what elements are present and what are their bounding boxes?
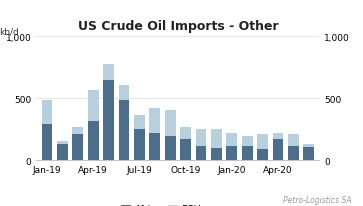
Bar (88, 121, 99, 161)
Bar (257, 149, 268, 161)
Bar (150, 133, 160, 161)
Bar (103, 64, 114, 80)
Bar (242, 146, 253, 161)
Bar (242, 137, 253, 146)
Bar (165, 136, 176, 161)
Bar (134, 130, 145, 161)
Bar (73, 127, 83, 135)
Bar (273, 140, 283, 161)
Bar (273, 133, 283, 140)
Bar (88, 90, 99, 121)
Bar (150, 109, 160, 133)
Bar (257, 134, 268, 149)
Text: Petro-Logistics SA: Petro-Logistics SA (284, 195, 352, 204)
Bar (73, 135, 83, 161)
Bar (196, 146, 206, 161)
Bar (42, 125, 53, 161)
Bar (119, 85, 129, 100)
Bar (180, 140, 191, 161)
Bar (288, 146, 299, 161)
Bar (303, 145, 314, 147)
Bar (180, 127, 191, 140)
Bar (103, 80, 114, 161)
Legend: Africa, FSU: Africa, FSU (117, 200, 204, 206)
Bar (227, 133, 237, 146)
Title: US Crude Oil Imports - Other: US Crude Oil Imports - Other (78, 20, 278, 33)
Bar (134, 116, 145, 130)
Bar (42, 100, 53, 125)
Bar (227, 146, 237, 161)
Bar (211, 130, 222, 148)
Bar (196, 130, 206, 146)
Bar (165, 110, 176, 136)
Bar (57, 141, 68, 145)
Bar (57, 145, 68, 161)
Bar (288, 134, 299, 146)
Bar (119, 100, 129, 161)
Text: kb/d: kb/d (0, 27, 19, 36)
Bar (303, 147, 314, 161)
Bar (211, 148, 222, 161)
